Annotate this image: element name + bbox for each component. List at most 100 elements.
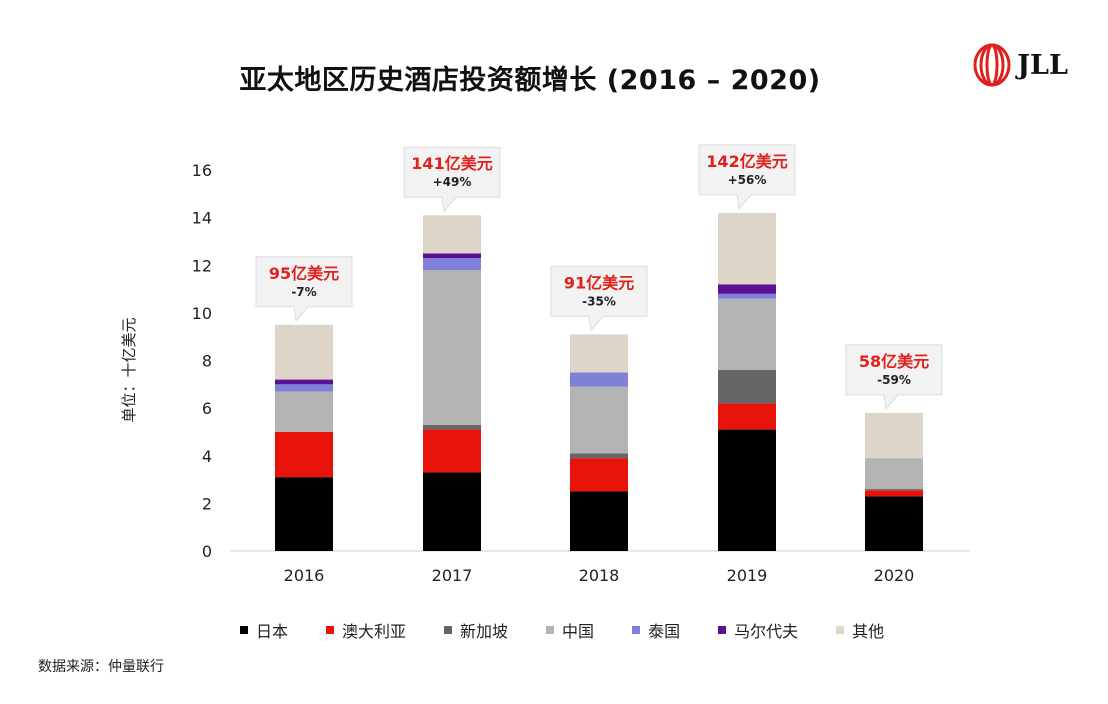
bar-segment bbox=[275, 477, 333, 551]
legend-swatch bbox=[240, 626, 248, 634]
legend-label: 其他 bbox=[852, 622, 885, 641]
bar-segment bbox=[570, 458, 628, 492]
callout-change: -35% bbox=[582, 294, 616, 308]
bar-segment bbox=[570, 372, 628, 387]
y-tick-label: 8 bbox=[202, 352, 212, 371]
legend-swatch bbox=[836, 626, 845, 634]
legend-item: 澳大利亚 bbox=[326, 618, 406, 642]
legend-label: 日本 bbox=[256, 622, 289, 641]
bar-stack-2018 bbox=[570, 334, 628, 551]
callout-amount: 58亿美元 bbox=[859, 352, 929, 371]
y-axis-label: 单位：十亿美元 bbox=[120, 317, 138, 422]
y-tick-label: 6 bbox=[202, 399, 212, 418]
bar-segment bbox=[423, 215, 481, 254]
legend: 日本 澳大利亚 新加坡 中国 泰国 马尔代夫 其他 bbox=[240, 618, 922, 642]
x-tick-label: 2020 bbox=[874, 566, 915, 585]
legend-item: 日本 bbox=[240, 618, 288, 642]
callout-box bbox=[550, 265, 648, 332]
bar-segment bbox=[570, 334, 628, 373]
bar-segment bbox=[865, 496, 923, 551]
bar-segment bbox=[570, 386, 628, 454]
bar-segment bbox=[423, 253, 481, 259]
legend-label: 澳大利亚 bbox=[342, 622, 407, 641]
bar-segment bbox=[865, 489, 923, 491]
bars bbox=[275, 212, 923, 551]
callout-amount: 142亿美元 bbox=[706, 152, 787, 171]
callout-2017: 141亿美元 +49% bbox=[403, 146, 501, 213]
x-tick-label: 2018 bbox=[579, 566, 620, 585]
legend-item: 马尔代夫 bbox=[718, 618, 798, 642]
callouts: 95亿美元 -7% 141亿美元 +49% 91亿美元 -35% 142亿美元 +56% 58亿… bbox=[255, 144, 943, 411]
y-tick-label: 12 bbox=[192, 256, 212, 275]
legend-label: 新加坡 bbox=[460, 622, 509, 641]
logo-text: JLL bbox=[1017, 49, 1068, 81]
legend-item: 泰国 bbox=[632, 618, 680, 642]
legend-label: 马尔代夫 bbox=[734, 622, 799, 641]
callout-2019: 142亿美元 +56% bbox=[698, 144, 796, 211]
callout-change: -59% bbox=[877, 373, 911, 387]
callout-2016: 95亿美元 -7% bbox=[255, 256, 353, 322]
legend-swatch bbox=[718, 626, 727, 634]
bar-segment bbox=[718, 298, 776, 371]
legend-item: 中国 bbox=[546, 618, 594, 642]
bar-segment bbox=[275, 324, 333, 380]
y-tick-label: 2 bbox=[202, 494, 212, 513]
x-tick-label: 2016 bbox=[284, 566, 325, 585]
bar-segment bbox=[275, 384, 333, 392]
bar-segment bbox=[865, 458, 923, 490]
bar-segment bbox=[865, 490, 923, 497]
legend-label: 泰国 bbox=[648, 622, 681, 641]
legend-swatch bbox=[326, 626, 335, 634]
y-tick-label: 10 bbox=[192, 304, 212, 323]
bar-segment bbox=[865, 412, 923, 459]
legend-label: 中国 bbox=[562, 622, 595, 641]
legend-swatch bbox=[546, 626, 555, 634]
callout-box bbox=[698, 144, 796, 211]
legend-swatch bbox=[444, 626, 453, 634]
bar-segment bbox=[718, 403, 776, 430]
bar-segment bbox=[423, 258, 481, 271]
callout-box bbox=[255, 256, 353, 322]
bar-segment bbox=[275, 379, 333, 385]
bar-segment bbox=[718, 212, 776, 285]
jll-helix-icon bbox=[973, 43, 1011, 87]
callout-amount: 91亿美元 bbox=[564, 273, 634, 292]
callout-2018: 91亿美元 -35% bbox=[550, 265, 648, 332]
callout-change: +56% bbox=[728, 173, 767, 187]
bar-stack-2020 bbox=[865, 412, 923, 551]
bar-segment bbox=[423, 472, 481, 551]
bar-segment bbox=[423, 429, 481, 473]
bar-stack-2017 bbox=[423, 215, 481, 551]
callout-box bbox=[845, 344, 943, 411]
bar-segment bbox=[275, 431, 333, 478]
bar-segment bbox=[423, 270, 481, 425]
y-tick-label: 4 bbox=[202, 447, 212, 466]
bar-segment bbox=[718, 284, 776, 294]
source-note: 数据来源：仲量联行 bbox=[38, 659, 164, 675]
y-axis-title: 单位：十亿美元 bbox=[120, 317, 138, 422]
bar-segment bbox=[275, 391, 333, 432]
callout-change: -7% bbox=[291, 285, 316, 299]
x-tick-label: 2017 bbox=[432, 566, 473, 585]
bar-stack-2016 bbox=[275, 324, 333, 551]
x-tick-label: 2019 bbox=[727, 566, 768, 585]
y-axis: 0 2 4 6 8 10 12 14 16 bbox=[192, 161, 212, 561]
callout-change: +49% bbox=[433, 175, 472, 189]
bar-stack-2019 bbox=[718, 212, 776, 551]
chart-title: 亚太地区历史酒店投资额增长 (2016 – 2020) bbox=[239, 65, 821, 96]
legend-swatch bbox=[632, 626, 641, 634]
legend-item: 新加坡 bbox=[444, 618, 508, 642]
bar-segment bbox=[570, 453, 628, 459]
callout-amount: 141亿美元 bbox=[411, 154, 492, 173]
y-tick-label: 16 bbox=[192, 161, 212, 180]
callout-2020: 58亿美元 -59% bbox=[845, 344, 943, 411]
bar-segment bbox=[718, 429, 776, 551]
legend-item: 其他 bbox=[836, 618, 884, 642]
bar-segment bbox=[570, 491, 628, 551]
callout-amount: 95亿美元 bbox=[269, 264, 339, 283]
bar-segment bbox=[718, 370, 776, 404]
jll-logo: JLL bbox=[973, 40, 1068, 90]
y-tick-label: 14 bbox=[192, 209, 212, 228]
callout-box bbox=[403, 146, 501, 213]
